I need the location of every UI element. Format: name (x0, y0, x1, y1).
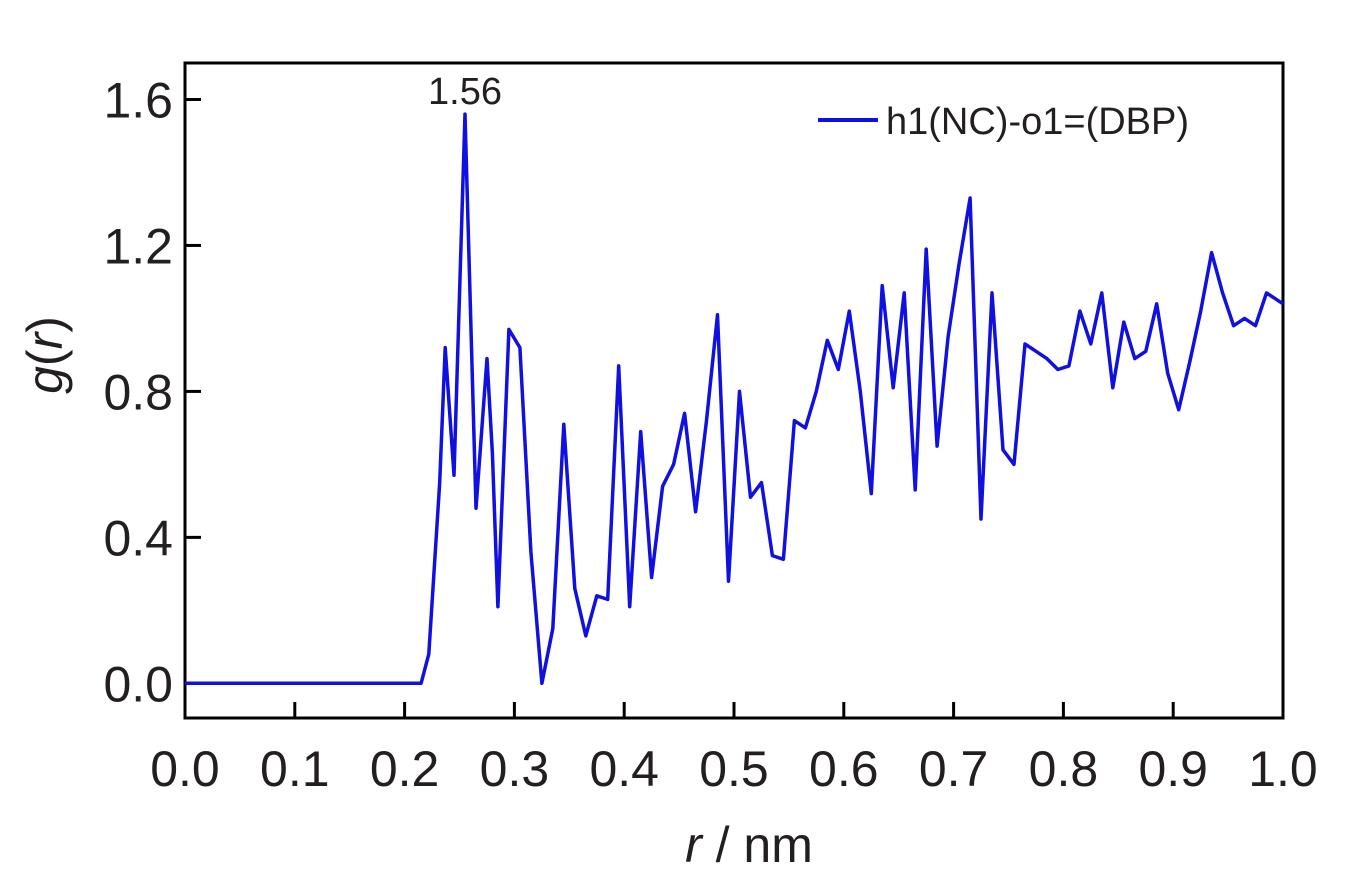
x-tick-label: 0.9 (1138, 741, 1208, 797)
axis-ticks (183, 97, 1285, 718)
plot-frame (183, 61, 1285, 720)
x-tick-label: 0.7 (919, 741, 989, 797)
y-tick-label: 0.8 (103, 364, 173, 420)
y-axis-title: g(r) (17, 316, 73, 394)
plot-area (183, 61, 1285, 720)
x-axis-title: r / nm (685, 817, 813, 870)
series-line (185, 112, 1284, 686)
peak-annotation: 1.56 (428, 71, 502, 113)
x-tick-label: 0.0 (150, 741, 220, 797)
x-tick-label: 0.3 (480, 741, 550, 797)
y-tick-label: 0.4 (103, 510, 173, 566)
legend: h1(NC)-o1=(DBP) (818, 101, 1189, 143)
x-tick-label: 0.6 (809, 741, 879, 797)
x-tick-label: 0.4 (589, 741, 659, 797)
series-layer (185, 112, 1284, 686)
x-tick-label: 0.5 (699, 741, 769, 797)
y-tick-label: 0.0 (103, 656, 173, 712)
legend-label: h1(NC)-o1=(DBP) (886, 101, 1189, 143)
x-tick-label: 1.0 (1248, 741, 1318, 797)
x-tick-label: 0.1 (260, 741, 330, 797)
x-tick-label: 0.2 (370, 741, 440, 797)
axis-tick-labels: 0.0 0.1 0.2 0.3 0.4 0.5 0.6 0.7 0.8 0.9 1.0 0.0 0.4 0… (103, 72, 1317, 797)
y-tick-label: 1.6 (103, 72, 173, 128)
x-tick-label: 0.8 (1029, 741, 1099, 797)
y-tick-label: 1.2 (103, 218, 173, 274)
